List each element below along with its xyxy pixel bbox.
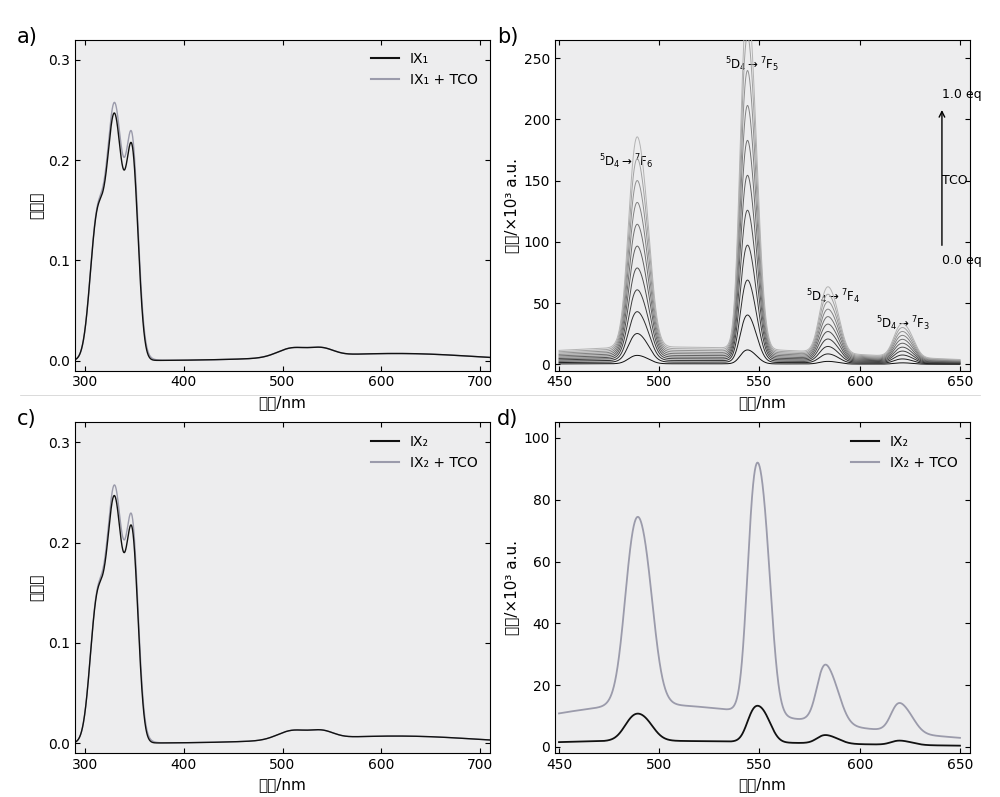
Text: $^5$D$_4$$\rightarrow$$^7$F$_6$: $^5$D$_4$$\rightarrow$$^7$F$_6$ (599, 152, 653, 171)
Text: TCO: TCO (942, 175, 968, 187)
Text: 1.0 eq: 1.0 eq (942, 88, 982, 101)
Y-axis label: 强度/×10³ a.u.: 强度/×10³ a.u. (505, 540, 520, 635)
X-axis label: 波长/nm: 波长/nm (259, 395, 306, 410)
Text: b): b) (497, 26, 518, 46)
Y-axis label: 强度/×10³ a.u.: 强度/×10³ a.u. (505, 158, 520, 253)
Text: c): c) (17, 409, 37, 429)
Legend: IX₂, IX₂ + TCO: IX₂, IX₂ + TCO (845, 430, 963, 475)
Text: d): d) (497, 409, 518, 429)
X-axis label: 波长/nm: 波长/nm (739, 395, 786, 410)
X-axis label: 波长/nm: 波长/nm (739, 778, 786, 792)
Text: $^5$D$_4$$\rightarrow$$^7$F$_3$: $^5$D$_4$$\rightarrow$$^7$F$_3$ (876, 314, 930, 332)
Text: 0.0 eq: 0.0 eq (942, 254, 982, 267)
Text: a): a) (17, 26, 38, 46)
Legend: IX₁, IX₁ + TCO: IX₁, IX₁ + TCO (365, 47, 483, 92)
Text: $^5$D$_4$$\rightarrow$$^7$F$_4$: $^5$D$_4$$\rightarrow$$^7$F$_4$ (806, 287, 860, 306)
Text: $^5$D$_4$$\rightarrow$$^7$F$_5$: $^5$D$_4$$\rightarrow$$^7$F$_5$ (725, 56, 779, 74)
Y-axis label: 吸收度: 吸收度 (29, 574, 44, 602)
X-axis label: 波长/nm: 波长/nm (259, 778, 306, 792)
Y-axis label: 吸收度: 吸收度 (29, 191, 44, 219)
Legend: IX₂, IX₂ + TCO: IX₂, IX₂ + TCO (365, 430, 483, 475)
